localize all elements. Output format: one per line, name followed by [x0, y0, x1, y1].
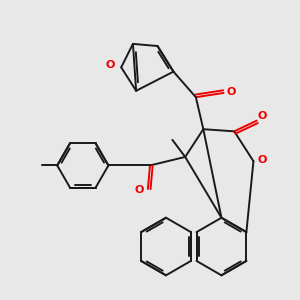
Text: O: O — [135, 185, 144, 195]
Text: O: O — [257, 155, 267, 165]
Text: O: O — [106, 60, 115, 70]
Text: O: O — [257, 111, 267, 122]
Text: O: O — [226, 87, 236, 97]
